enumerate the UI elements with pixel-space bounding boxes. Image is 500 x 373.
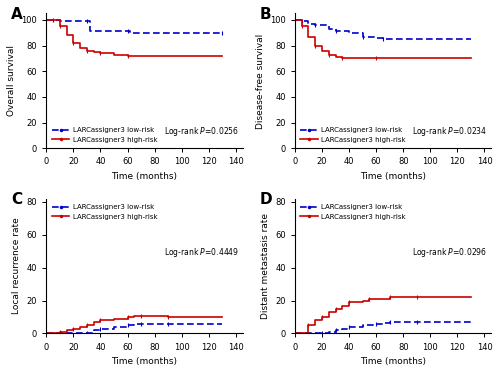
Text: D: D (260, 192, 272, 207)
Y-axis label: Distant metastasis rate: Distant metastasis rate (260, 213, 270, 319)
Text: Log-rank $\it{P}$=0.0256: Log-rank $\it{P}$=0.0256 (164, 125, 238, 138)
Text: A: A (11, 7, 22, 22)
Y-axis label: Local recurrence rate: Local recurrence rate (12, 218, 21, 314)
Legend: LARCassigner3 low-risk, LARCassigner3 high-risk: LARCassigner3 low-risk, LARCassigner3 hi… (298, 202, 408, 222)
Text: B: B (260, 7, 271, 22)
Y-axis label: Overall survival: Overall survival (7, 46, 16, 116)
Text: Log-rank $\it{P}$=0.0234: Log-rank $\it{P}$=0.0234 (412, 125, 488, 138)
Text: Log-rank $\it{P}$=0.4449: Log-rank $\it{P}$=0.4449 (164, 246, 238, 259)
Text: C: C (11, 192, 22, 207)
Legend: LARCassigner3 low-risk, LARCassigner3 high-risk: LARCassigner3 low-risk, LARCassigner3 hi… (298, 125, 408, 145)
X-axis label: Time (months): Time (months) (112, 172, 178, 181)
X-axis label: Time (months): Time (months) (112, 357, 178, 366)
X-axis label: Time (months): Time (months) (360, 357, 426, 366)
Legend: LARCassigner3 low-risk, LARCassigner3 high-risk: LARCassigner3 low-risk, LARCassigner3 hi… (50, 202, 160, 222)
X-axis label: Time (months): Time (months) (360, 172, 426, 181)
Text: Log-rank $\it{P}$=0.0296: Log-rank $\it{P}$=0.0296 (412, 246, 488, 259)
Legend: LARCassigner3 low-risk, LARCassigner3 high-risk: LARCassigner3 low-risk, LARCassigner3 hi… (50, 125, 160, 145)
Y-axis label: Disease-free survival: Disease-free survival (256, 33, 264, 129)
